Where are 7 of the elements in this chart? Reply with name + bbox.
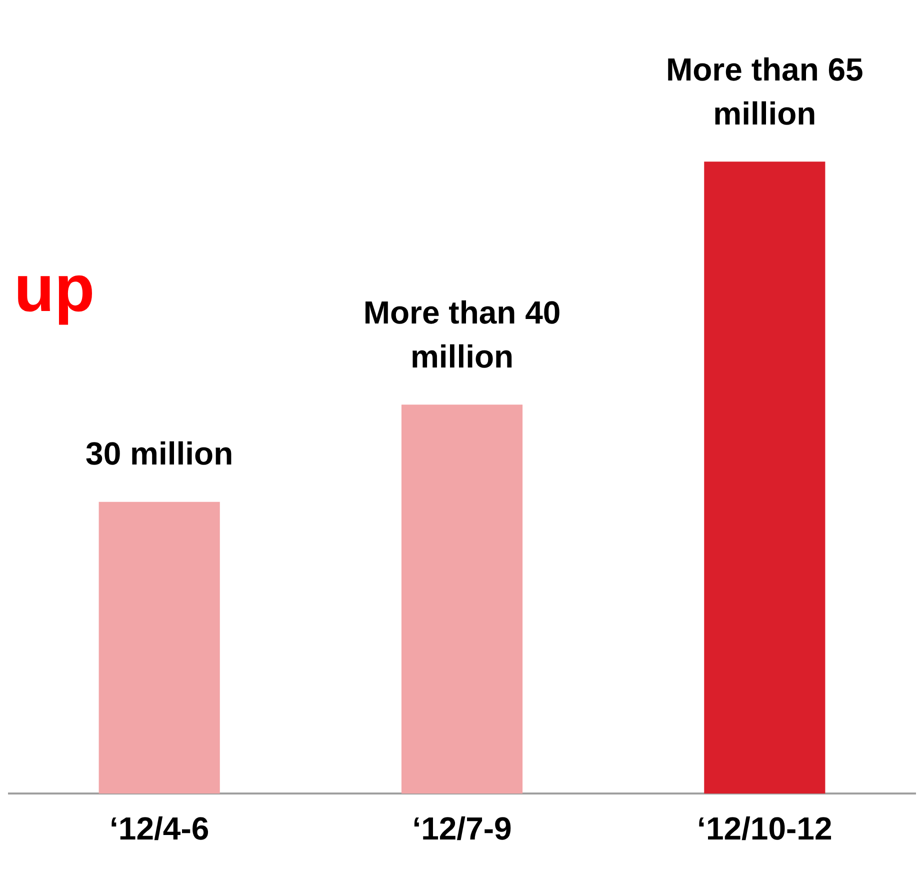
x-tick-label: ‘12/10-12 xyxy=(697,810,832,847)
x-tick-label: ‘12/4-6 xyxy=(110,810,210,847)
data-label: 30 million xyxy=(86,436,234,472)
data-label: More than 40 million xyxy=(363,294,561,375)
annotation: up xyxy=(14,251,95,326)
data-label: More than 65 million xyxy=(666,51,864,132)
x-tick-label: ‘12/7-9 xyxy=(412,810,512,847)
